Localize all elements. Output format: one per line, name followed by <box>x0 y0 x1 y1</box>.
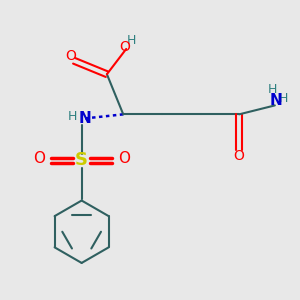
Text: O: O <box>65 50 76 63</box>
Text: N: N <box>270 93 283 108</box>
Text: H: H <box>127 34 136 47</box>
Text: O: O <box>118 152 130 166</box>
Text: H: H <box>68 110 77 123</box>
Text: O: O <box>33 152 45 166</box>
Text: O: O <box>119 40 130 54</box>
Text: N: N <box>79 111 92 126</box>
Text: O: O <box>234 149 244 163</box>
Text: H: H <box>268 82 277 96</box>
Text: S: S <box>75 152 88 169</box>
Text: H: H <box>278 92 288 105</box>
